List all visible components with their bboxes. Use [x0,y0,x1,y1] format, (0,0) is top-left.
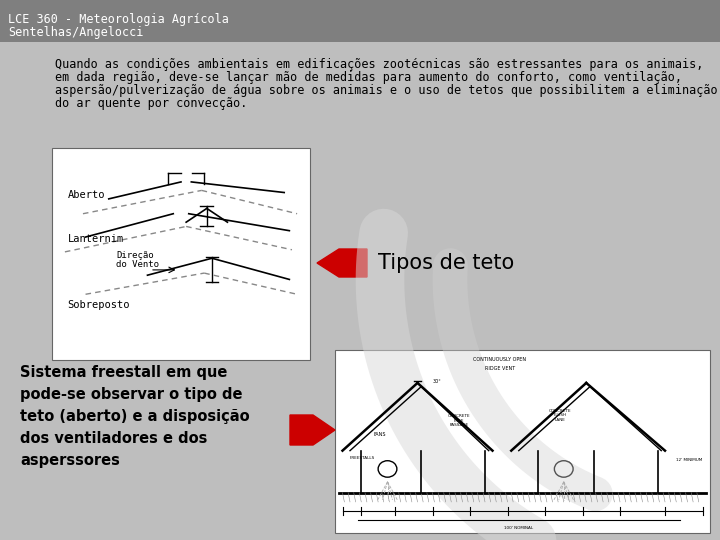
Text: em dada região, deve-se lançar mão de medidas para aumento do conforto, como ven: em dada região, deve-se lançar mão de me… [55,71,682,84]
Text: Tipos de teto: Tipos de teto [378,253,514,273]
Text: LCE 360 - Meteorologia Agrícola: LCE 360 - Meteorologia Agrícola [8,13,229,26]
Text: 100' NOMINAL: 100' NOMINAL [504,525,534,530]
Text: do Vento: do Vento [117,260,160,269]
Text: RIDGE VENT: RIDGE VENT [485,367,515,372]
Text: CONCRETE
FREE
PASSAGE: CONCRETE FREE PASSAGE [447,414,470,427]
Text: do ar quente por convecção.: do ar quente por convecção. [55,97,248,110]
Text: Aberto: Aberto [68,190,105,200]
Text: pode-se observar o tipo de: pode-se observar o tipo de [20,387,243,402]
Bar [0,0,720,42]
Ellipse shape [554,461,573,477]
Text: 12' MINIMUM: 12' MINIMUM [676,458,703,462]
Text: asperssores: asperssores [20,453,120,468]
Text: Sentelhas/Angelocci: Sentelhas/Angelocci [8,26,143,39]
Bar [52,148,310,360]
FancyArrow shape [317,249,367,277]
Text: Quando as condições ambientais em edificações zootécnicas são estressantes para : Quando as condições ambientais em edific… [55,58,703,71]
Text: Lanternim: Lanternim [68,234,124,244]
Text: FANS: FANS [374,433,386,437]
FancyArrow shape [290,415,335,445]
Text: CONCRETE
FLUSH
LANE: CONCRETE FLUSH LANE [549,409,571,422]
Bar [335,350,710,533]
Text: Sobreposto: Sobreposto [68,300,130,310]
Text: CONTINUOUSLY OPEN: CONTINUOUSLY OPEN [474,357,526,362]
Text: teto (aberto) e a disposição: teto (aberto) e a disposição [20,409,250,424]
Text: Sistema freestall em que: Sistema freestall em que [20,365,228,380]
Text: Direção: Direção [117,251,154,260]
Text: dos ventiladores e dos: dos ventiladores e dos [20,431,207,446]
Ellipse shape [378,461,397,477]
Text: aspersão/pulverização de água sobre os animais e o uso de tetos que possibilitem: aspersão/pulverização de água sobre os a… [55,84,718,97]
Text: FREESTALLS: FREESTALLS [350,456,375,460]
Text: 30°: 30° [433,379,441,383]
